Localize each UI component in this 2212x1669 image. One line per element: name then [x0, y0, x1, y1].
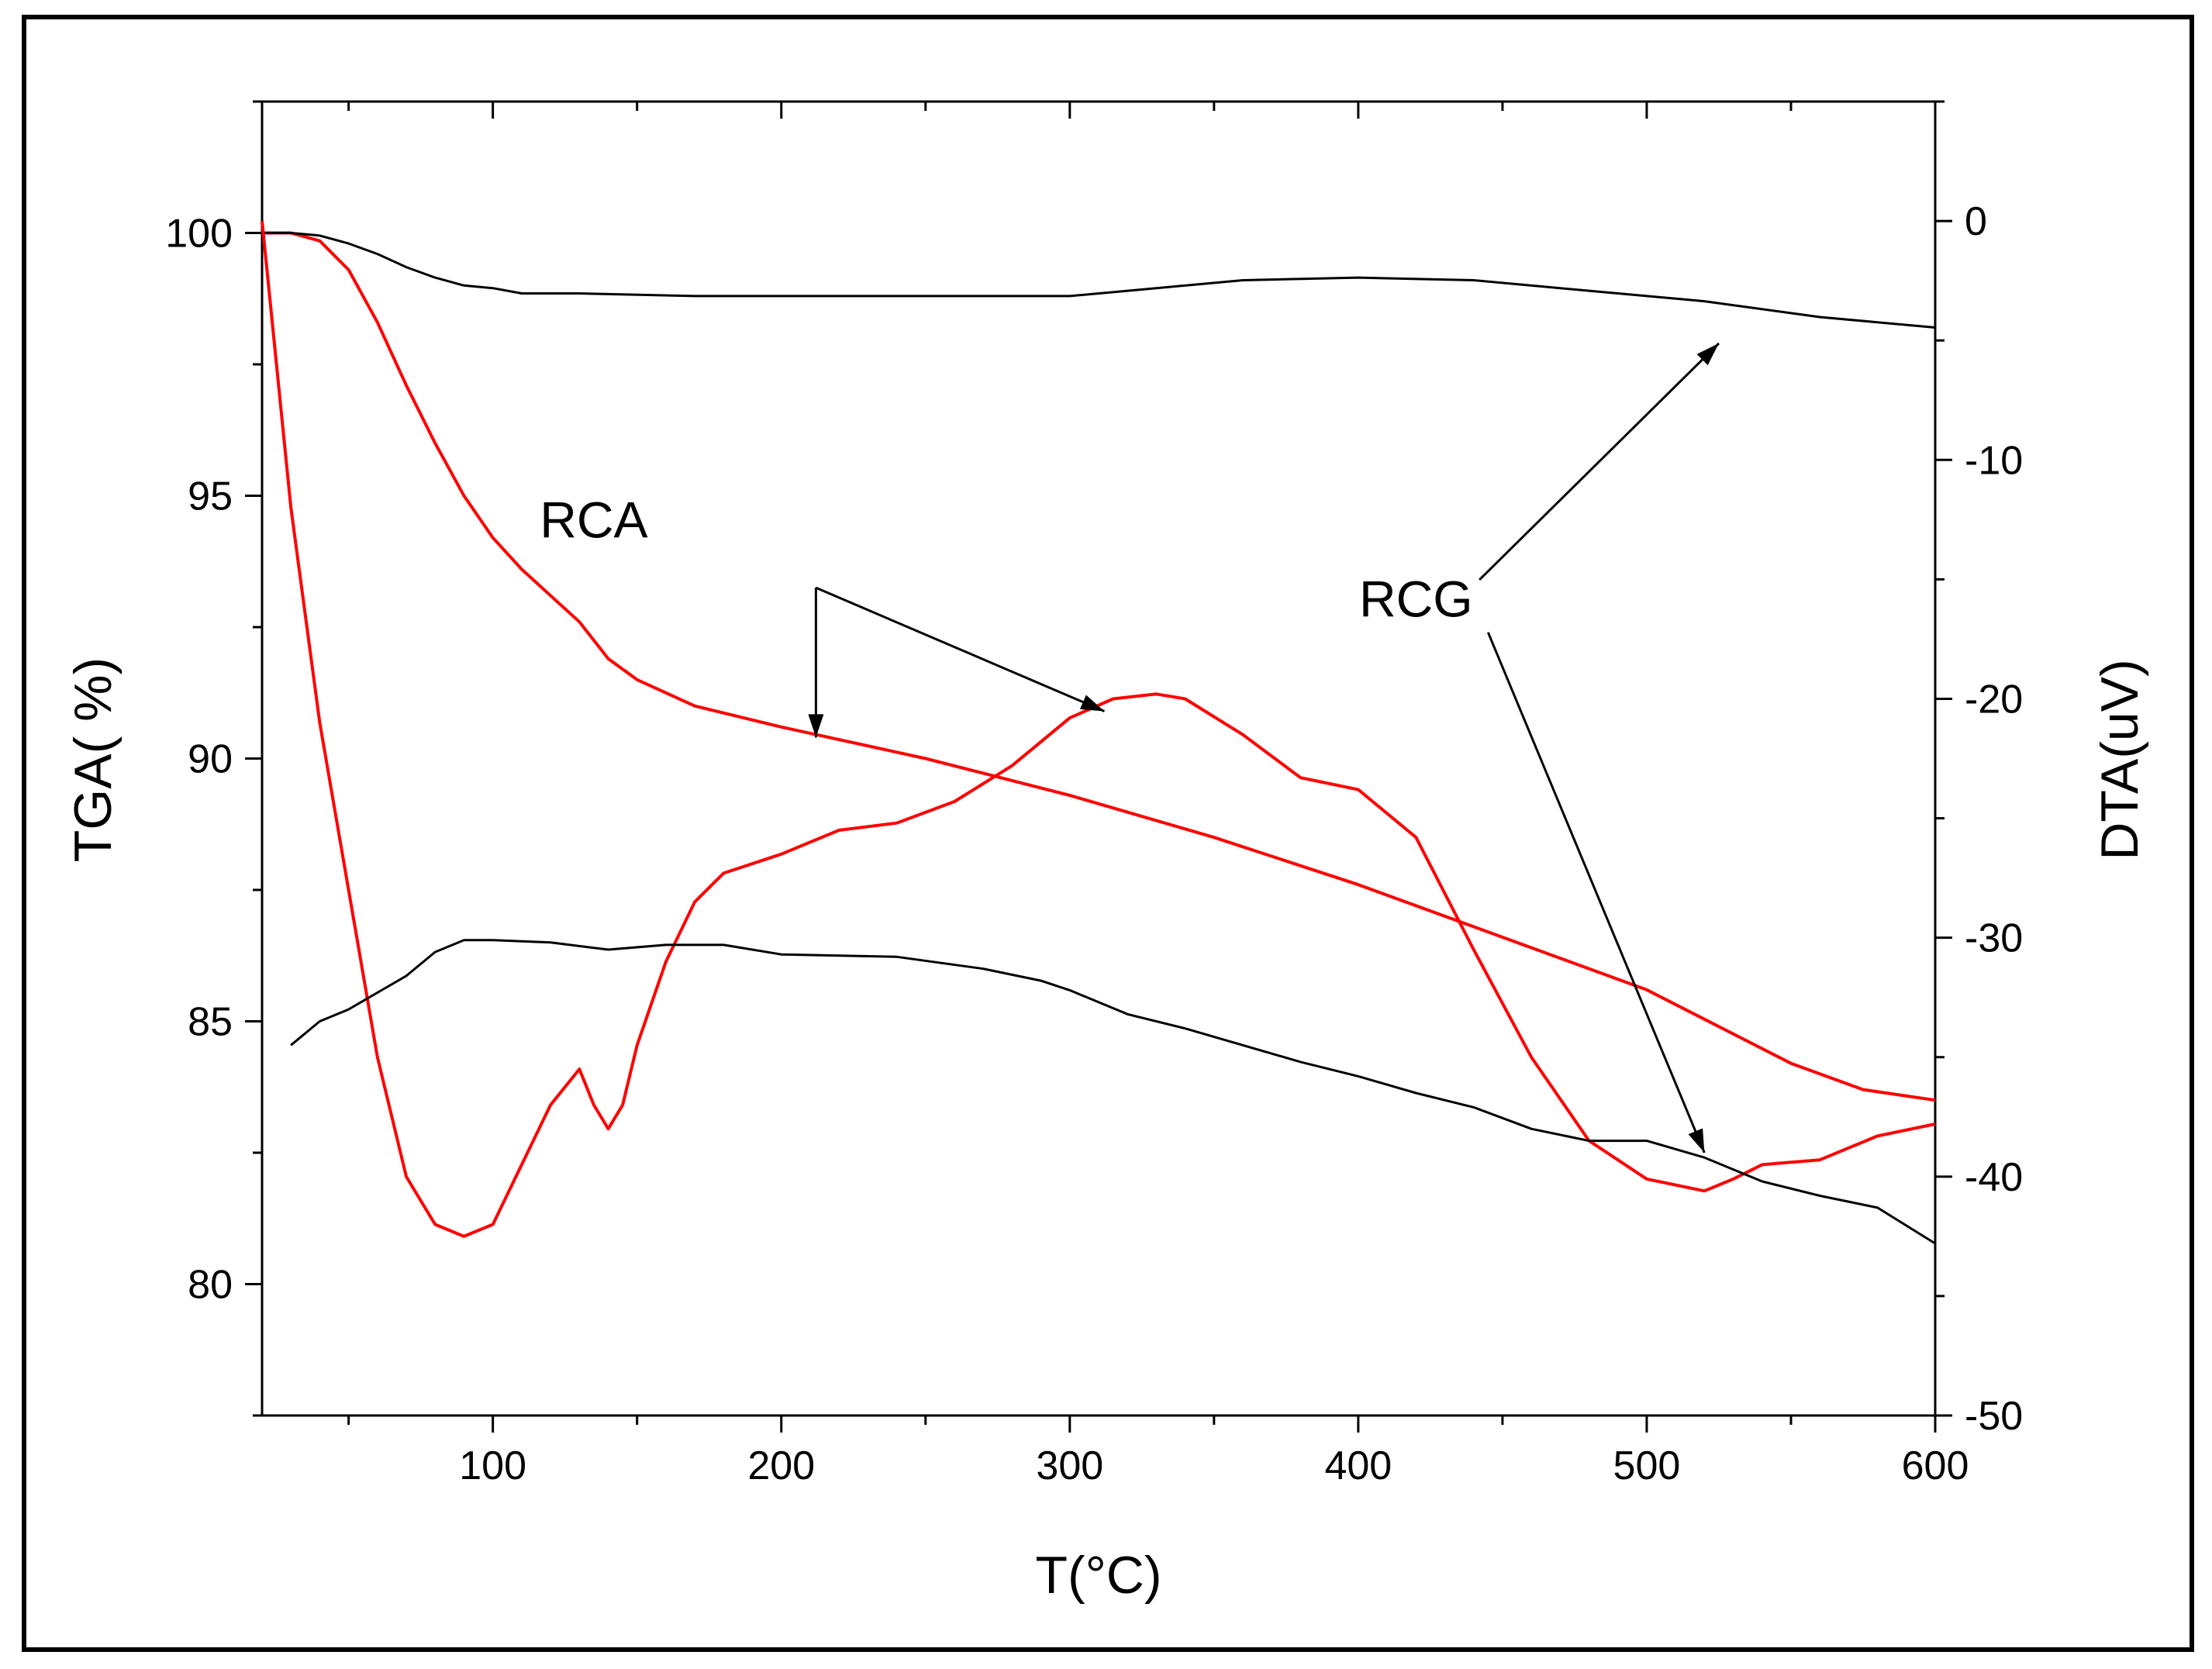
y-right-tick-label: -50 [1965, 1394, 2023, 1439]
rcg-arrow-to-tga [1479, 342, 1720, 581]
y-left-tick-label: 100 [165, 212, 233, 257]
x-tick-label: 200 [747, 1443, 815, 1488]
rca-arrow-to-dta-head [1079, 695, 1105, 712]
tick-labels: 100 200 300 400 500 600 80 85 90 95 100 0 -10 -20 -30 -… [165, 199, 2023, 1488]
y-right-axis-title: DTA(uV) [2090, 659, 2149, 860]
y-right-tick-label: -20 [1965, 677, 2023, 722]
data-series [261, 220, 1936, 1245]
x-tick-label: 500 [1613, 1443, 1681, 1488]
y-right-tick-label: 0 [1965, 199, 1987, 244]
rcg-arrow-to-dta [1486, 632, 1706, 1153]
y-right-tick-label: -10 [1965, 438, 2023, 483]
y-right-tick-label: -30 [1965, 916, 2023, 961]
x-axis-title: T(°C) [1035, 1546, 1161, 1605]
rca-tga-line [262, 231, 1936, 1102]
annotation-rcg: RCG [1359, 570, 1473, 627]
y-left-tick-label: 80 [188, 1263, 233, 1308]
rca-arrow-to-tga-head [808, 714, 824, 738]
x-tick-label: 300 [1036, 1443, 1103, 1488]
rcg-arrow-to-dta-head [1688, 1128, 1705, 1153]
y-left-tick-label: 85 [188, 1000, 233, 1045]
rca-arrow-to-dta [815, 586, 1106, 712]
x-tick-label: 100 [459, 1443, 526, 1488]
rcg-dta-line [290, 939, 1936, 1245]
y-left-tick-label: 90 [188, 737, 233, 782]
axis-ticks [245, 100, 1952, 1433]
y-left-tick-label: 95 [188, 474, 233, 519]
x-tick-label: 600 [1902, 1443, 1969, 1488]
y-right-tick-label: -40 [1965, 1155, 2023, 1200]
annotation-arrows [808, 342, 1720, 1153]
annotation-rca: RCA [540, 491, 647, 549]
figure-frame [22, 15, 2194, 1652]
rcg-arrow-to-tga-head [1696, 343, 1719, 366]
rcg-tga-line [262, 232, 1936, 329]
y-left-axis-title: TGA( %) [64, 657, 123, 862]
x-tick-label: 400 [1324, 1443, 1392, 1488]
